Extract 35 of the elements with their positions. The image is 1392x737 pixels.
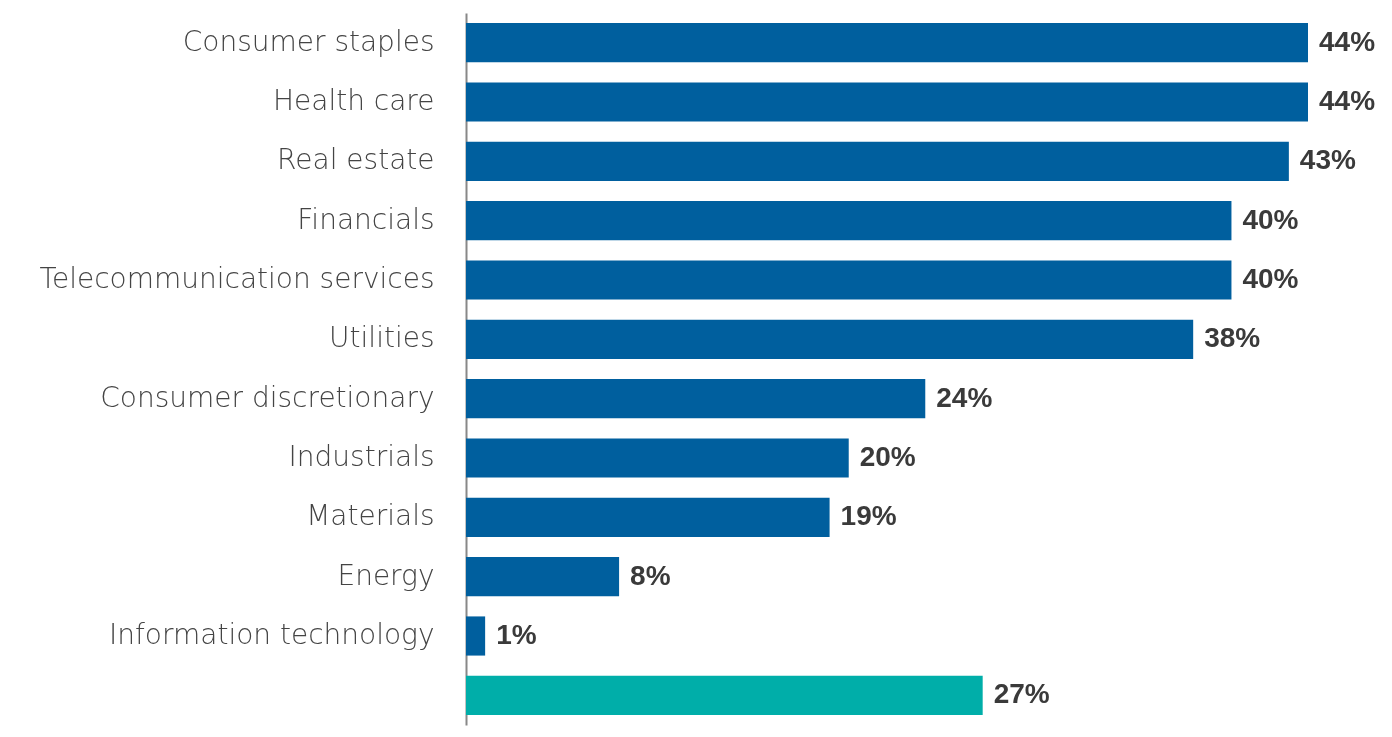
y-tick-label: Consumer staples bbox=[182, 24, 435, 58]
y-tick-label: Financials bbox=[297, 202, 435, 236]
data-label: 43% bbox=[1299, 144, 1357, 176]
data-label: 1% bbox=[496, 619, 537, 650]
y-tick-label: Telecommunication services bbox=[39, 262, 435, 295]
data-label: 20% bbox=[859, 441, 916, 472]
bar bbox=[466, 319, 1194, 359]
bar bbox=[466, 616, 486, 656]
bar bbox=[466, 260, 1232, 300]
y-tick-label: Consumer discretionary bbox=[100, 380, 435, 414]
y-tick-label: Information technology bbox=[109, 618, 435, 651]
data-label: 19% bbox=[840, 500, 897, 532]
data-label: 38% bbox=[1204, 322, 1261, 354]
y-tick-label: Real estate bbox=[277, 143, 435, 177]
bar bbox=[466, 201, 1232, 241]
data-label: 44% bbox=[1319, 25, 1376, 57]
data-label: 27% bbox=[993, 678, 1050, 710]
data-label: 44% bbox=[1319, 85, 1376, 116]
bar bbox=[466, 23, 1308, 63]
bar bbox=[466, 82, 1308, 122]
y-tick-label: Industrials bbox=[288, 440, 435, 473]
y-tick-label: Materials bbox=[306, 499, 435, 533]
y-tick-label: Energy bbox=[337, 558, 435, 592]
bar bbox=[466, 379, 926, 419]
bar bbox=[466, 497, 830, 537]
y-tick-label: Health care bbox=[272, 84, 435, 117]
bar bbox=[466, 557, 620, 597]
data-label: 40% bbox=[1242, 263, 1299, 294]
data-label: 8% bbox=[630, 559, 671, 591]
data-label: 40% bbox=[1242, 203, 1299, 235]
bar bbox=[466, 675, 983, 715]
data-label: 24% bbox=[936, 381, 993, 413]
bar bbox=[466, 438, 849, 478]
bar bbox=[466, 141, 1289, 181]
y-tick-label: Utilities bbox=[329, 321, 435, 355]
